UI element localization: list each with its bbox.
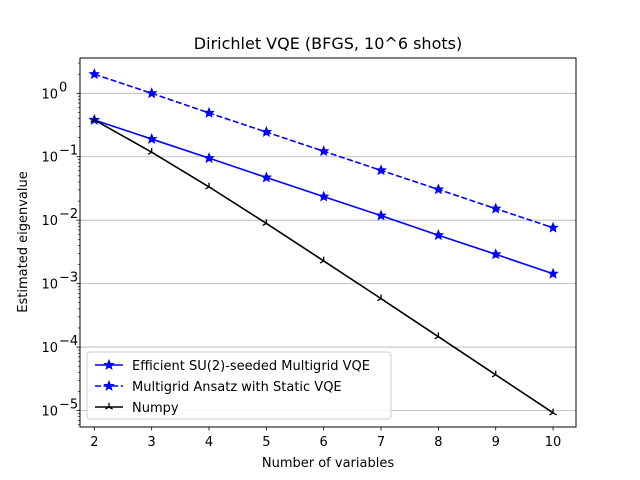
legend-label: Efficient SU(2)-seeded Multigrid VQE — [132, 359, 370, 374]
marker-arm — [147, 151, 153, 155]
marker-arm — [266, 222, 271, 227]
marker-arm — [552, 412, 558, 416]
y-tick-label: 10 — [41, 341, 58, 356]
series-marker — [105, 402, 113, 410]
marker-arm — [90, 119, 95, 123]
series-marker — [205, 182, 213, 190]
series-marker — [432, 229, 445, 241]
plot-frame — [79, 57, 577, 428]
series-marker — [103, 379, 115, 391]
series-marker — [203, 152, 215, 164]
marker-arm — [438, 336, 443, 340]
series-marker — [317, 190, 330, 202]
x-tick-label: 7 — [377, 435, 385, 450]
series-marker — [375, 164, 387, 176]
series-marker — [260, 171, 273, 183]
series-marker — [434, 332, 443, 340]
marker-arm — [491, 374, 497, 378]
series-marker — [319, 256, 328, 264]
marker-arm — [108, 406, 113, 410]
series-marker — [375, 209, 387, 221]
marker-arm — [434, 336, 439, 340]
series-marker — [260, 125, 273, 137]
y-tick-label: 10 — [41, 405, 58, 420]
series-marker — [145, 87, 158, 99]
y-tick-exponent: 0 — [59, 80, 67, 95]
series-marker — [103, 358, 115, 370]
series-marker — [491, 370, 500, 378]
marker-arm — [262, 222, 267, 227]
marker-arm — [377, 298, 382, 302]
y-tick-label: 10 — [41, 151, 58, 166]
series-marker — [262, 219, 271, 227]
series-marker — [489, 248, 502, 260]
legend-box — [86, 351, 392, 420]
x-axis-title: Number of variables — [262, 456, 394, 471]
x-axis: 2 3 4 5 6 7 8 9 10 — [90, 427, 561, 450]
marker-arm — [495, 374, 500, 378]
x-tick-label: 6 — [320, 435, 328, 450]
marker-arm — [151, 151, 156, 155]
y-tick-label: 10 — [41, 214, 58, 229]
y-tick-label: 10 — [41, 278, 58, 293]
marker-arm — [105, 406, 110, 410]
legend-label: Numpy — [132, 401, 179, 416]
series-marker — [547, 221, 559, 233]
marker-arm — [205, 186, 210, 190]
x-tick-label: 8 — [434, 435, 442, 450]
series-marker — [145, 132, 158, 144]
y-tick-exponent: −3 — [59, 271, 78, 286]
x-tick-label: 3 — [148, 435, 156, 450]
y-axis-title: Estimated eigenvalue — [16, 171, 31, 312]
x-tick-label: 2 — [90, 435, 98, 450]
x-tick-label: 9 — [492, 435, 500, 450]
y-tick-label: 10 — [41, 87, 58, 102]
series-marker — [317, 145, 330, 157]
marker-arm — [380, 298, 386, 302]
legend: Efficient SU(2)-seeded Multigrid VQE Mult… — [86, 351, 392, 420]
x-tick-label: 4 — [205, 435, 213, 450]
marker-arm — [323, 260, 328, 264]
series-marker — [432, 183, 445, 195]
chart-title: Dirichlet VQE (BFGS, 10^6 shots) — [194, 34, 462, 53]
series-marker — [377, 294, 386, 302]
marker-arm — [549, 412, 554, 416]
marker-arm — [94, 119, 99, 123]
series-marker — [489, 202, 502, 214]
y-tick-exponent: −4 — [59, 334, 78, 349]
series-layer — [88, 68, 559, 416]
series-marker — [147, 147, 156, 155]
series-marker — [90, 115, 99, 123]
legend-label: Multigrid Ansatz with Static VQE — [132, 380, 342, 395]
marker-arm — [319, 260, 325, 264]
x-tick-label: 5 — [262, 435, 270, 450]
series-marker — [88, 68, 101, 80]
y-tick-exponent: −5 — [59, 398, 78, 413]
y-tick-exponent: −2 — [59, 207, 78, 222]
x-tick-label: 10 — [545, 435, 562, 450]
series-marker — [547, 267, 559, 279]
series-marker — [203, 106, 215, 118]
marker-arm — [208, 186, 213, 190]
y-tick-exponent: −1 — [59, 144, 78, 159]
series-marker — [549, 408, 558, 416]
